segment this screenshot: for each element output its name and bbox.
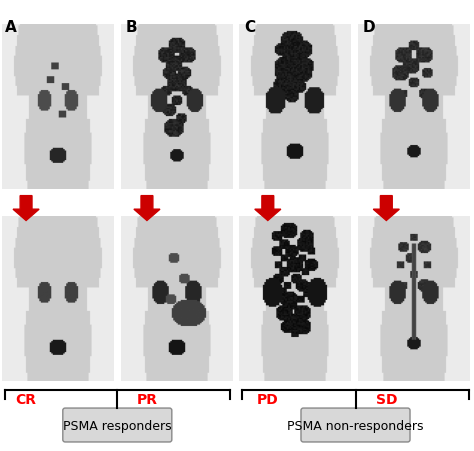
Text: PSMA non-responders: PSMA non-responders [287, 419, 424, 432]
Text: PSMA responders: PSMA responders [63, 419, 172, 432]
FancyBboxPatch shape [63, 408, 172, 442]
Text: SD: SD [375, 392, 397, 406]
Text: A: A [5, 20, 17, 35]
Text: PD: PD [257, 392, 279, 406]
Text: CR: CR [16, 392, 36, 406]
Text: PR: PR [137, 392, 157, 406]
Text: D: D [363, 20, 375, 35]
Text: B: B [126, 20, 137, 35]
Text: C: C [244, 20, 255, 35]
FancyBboxPatch shape [301, 408, 410, 442]
